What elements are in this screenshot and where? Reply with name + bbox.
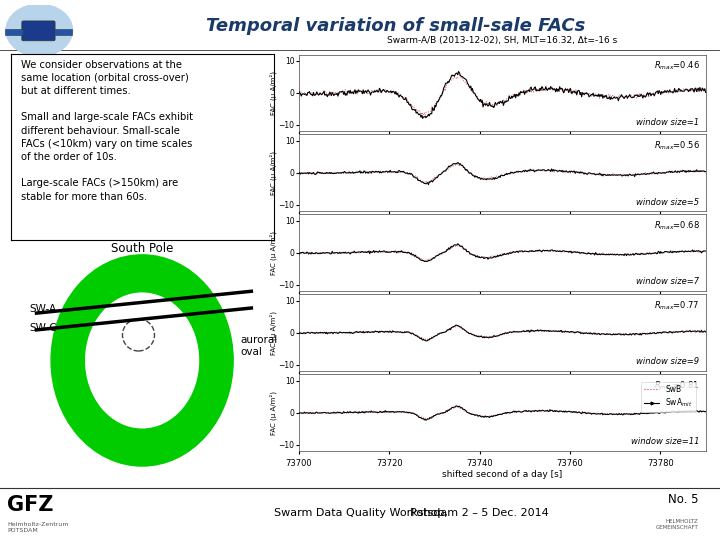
Y-axis label: FAC (μ A/m²): FAC (μ A/m²): [270, 231, 277, 275]
X-axis label: shifted second of a day [s]: shifted second of a day [s]: [442, 470, 562, 480]
Text: window size=1: window size=1: [636, 118, 700, 126]
Text: $R_{max}$=0.46: $R_{max}$=0.46: [654, 60, 700, 72]
Text: We consider observations at the
same location (orbital cross-over)
but at differ: We consider observations at the same loc…: [22, 59, 193, 201]
Text: Swarm Data Quality Workshop,: Swarm Data Quality Workshop,: [274, 508, 447, 518]
Text: window size=5: window size=5: [636, 198, 700, 206]
Text: $R_{max}$=0.77: $R_{max}$=0.77: [654, 300, 700, 312]
Bar: [5, 29, 22, 35]
Text: GFZ: GFZ: [7, 495, 54, 515]
Y-axis label: FAC (μ A/m²): FAC (μ A/m²): [270, 310, 277, 355]
Text: South Pole: South Pole: [111, 242, 174, 255]
Legend: SwB, SwA$_{mit}$: SwB, SwA$_{mit}$: [641, 382, 696, 412]
Text: SWARM: SWARM: [21, 54, 66, 64]
Text: HELMHOLTZ
GEMEINSCHAFT: HELMHOLTZ GEMEINSCHAFT: [656, 519, 698, 530]
Text: Temporal variation of small-sale FACs: Temporal variation of small-sale FACs: [207, 17, 585, 35]
Text: window size=7: window size=7: [636, 278, 700, 286]
Text: auroral
oval: auroral oval: [240, 335, 278, 357]
FancyBboxPatch shape: [22, 21, 55, 41]
Y-axis label: FAC (μ A/m²): FAC (μ A/m²): [270, 71, 277, 115]
Text: window size=9: window size=9: [636, 357, 700, 366]
Bar: [54, 29, 72, 35]
Y-axis label: FAC (μ A/m²): FAC (μ A/m²): [270, 390, 277, 435]
Y-axis label: FAC (μ A/m²): FAC (μ A/m²): [270, 151, 277, 195]
Ellipse shape: [86, 293, 199, 428]
Text: Helmholtz-Zentrum
POTSDAM: Helmholtz-Zentrum POTSDAM: [7, 522, 68, 533]
Text: window size=11: window size=11: [631, 437, 700, 446]
Circle shape: [6, 4, 73, 56]
Text: SW-A: SW-A: [30, 305, 56, 314]
Text: No. 5: No. 5: [668, 492, 698, 505]
Text: SW-C: SW-C: [30, 323, 57, 333]
Text: Swarm-A/B (2013-12-02), SH, MLT=16.32, Δt=-16 s: Swarm-A/B (2013-12-02), SH, MLT=16.32, Δ…: [387, 36, 617, 45]
Text: $R_{max}$=0.56: $R_{max}$=0.56: [654, 140, 700, 152]
Text: $R_{max}$=0.68: $R_{max}$=0.68: [654, 220, 700, 232]
Ellipse shape: [51, 255, 233, 466]
Text: $R_{max}$=0.81: $R_{max}$=0.81: [654, 380, 700, 392]
Text: Potsdam 2 – 5 Dec. 2014: Potsdam 2 – 5 Dec. 2014: [410, 508, 549, 518]
